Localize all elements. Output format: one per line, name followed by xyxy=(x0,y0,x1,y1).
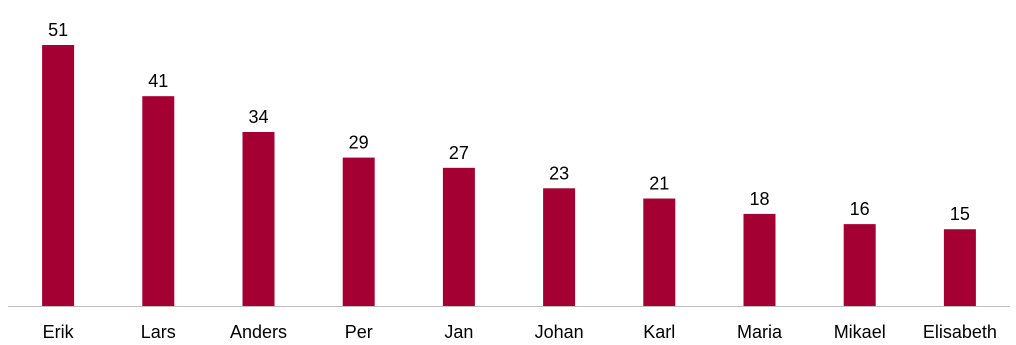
bar-johan xyxy=(543,188,575,306)
x-tick-label-mikael: Mikael xyxy=(834,322,886,342)
x-tick-label-jan: Jan xyxy=(444,322,473,342)
x-tick-label-karl: Karl xyxy=(643,322,675,342)
bar-karl xyxy=(643,199,675,306)
bar-erik xyxy=(42,45,74,306)
x-tick-label-maria: Maria xyxy=(737,322,783,342)
value-label-jan: 27 xyxy=(449,143,469,163)
bar-lars xyxy=(142,96,174,306)
x-tick-label-anders: Anders xyxy=(230,322,287,342)
x-tick-label-erik: Erik xyxy=(43,322,75,342)
value-label-mikael: 16 xyxy=(850,199,870,219)
x-tick-label-johan: Johan xyxy=(535,322,584,342)
bars-group xyxy=(42,45,976,306)
value-labels-group: 51 41 34 29 27 23 21 18 16 15 xyxy=(48,20,970,224)
bar-per xyxy=(343,158,375,306)
x-tick-label-lars: Lars xyxy=(141,322,176,342)
value-label-karl: 21 xyxy=(649,174,669,194)
x-tick-labels-group: Erik Lars Anders Per Jan Johan Karl Maria Mikael… xyxy=(43,322,997,342)
value-label-erik: 51 xyxy=(48,20,68,40)
x-tick-label-elisabeth: Elisabeth xyxy=(923,322,997,342)
value-label-anders: 34 xyxy=(248,107,268,127)
value-label-johan: 23 xyxy=(549,163,569,183)
bar-elisabeth xyxy=(944,229,976,306)
value-label-maria: 18 xyxy=(749,189,769,209)
value-label-per: 29 xyxy=(349,133,369,153)
x-tick-label-per: Per xyxy=(345,322,373,342)
bar-anders xyxy=(243,132,275,306)
value-label-elisabeth: 15 xyxy=(950,204,970,224)
bar-jan xyxy=(443,168,475,306)
bar-maria xyxy=(744,214,776,306)
value-label-lars: 41 xyxy=(148,71,168,91)
bar-mikael xyxy=(844,224,876,306)
